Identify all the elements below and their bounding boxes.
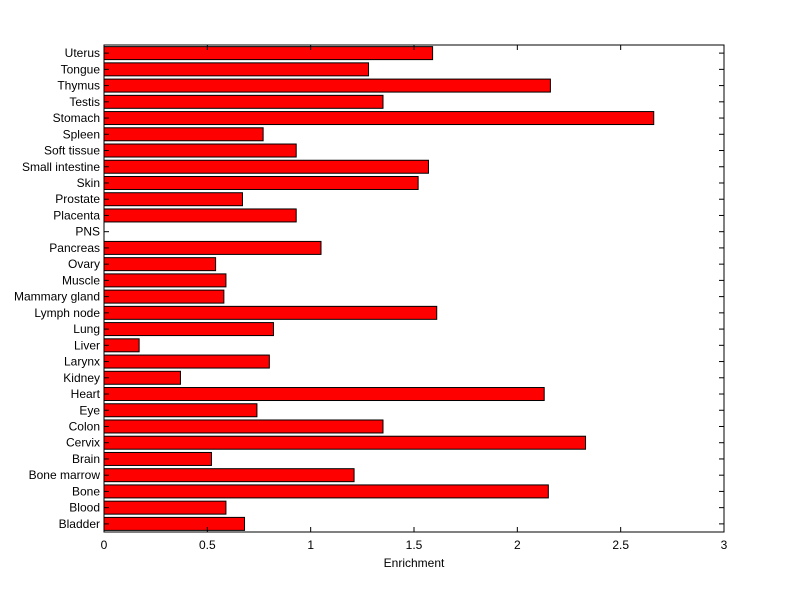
y-tick-label: Kidney — [63, 371, 100, 385]
y-tick-label: Blood — [69, 501, 100, 515]
y-tick-label: Thymus — [57, 79, 100, 93]
bar-stomach — [103, 111, 655, 126]
x-tick-label: 2 — [514, 538, 521, 552]
bar-bone — [103, 484, 549, 499]
y-tick-label: Muscle — [62, 273, 100, 287]
bar-bladder — [103, 516, 246, 531]
y-tick-label: Lymph node — [34, 306, 100, 320]
bar-placenta — [103, 208, 297, 223]
x-tick-label: 1 — [307, 538, 314, 552]
bar-skin — [103, 175, 419, 190]
y-tick-label: Eye — [79, 403, 100, 417]
x-axis-label: Enrichment — [384, 556, 445, 570]
y-tick-label: Tongue — [61, 62, 101, 76]
bar-colon — [103, 419, 384, 434]
x-tick-label: 3 — [721, 538, 728, 552]
y-ticks-group: Bladder Blood Bone Bone marrow Brain Cervix Co… — [14, 46, 724, 531]
y-tick-label: Brain — [72, 452, 100, 466]
bar-blood — [103, 500, 227, 515]
bar-thymus — [103, 78, 551, 93]
bar-larynx — [103, 354, 270, 369]
x-tick-label: 0.5 — [199, 538, 216, 552]
x-tick-label: 2.5 — [612, 538, 629, 552]
bar-brain — [103, 451, 212, 466]
y-tick-label: Prostate — [55, 192, 100, 206]
bar-heart — [103, 387, 545, 402]
y-tick-label: Lung — [73, 322, 100, 336]
bar-tongue — [103, 62, 370, 77]
y-tick-label: Colon — [69, 419, 100, 433]
x-ticks-group: 0 0.5 1 1.5 2 2.5 3 — [101, 45, 728, 552]
bar-ovary — [103, 257, 217, 272]
y-tick-label: Soft tissue — [44, 144, 100, 158]
bar-pancreas — [103, 240, 322, 255]
y-tick-label: Liver — [74, 338, 100, 352]
y-tick-label: Uterus — [65, 46, 100, 60]
y-tick-label: Placenta — [53, 208, 100, 222]
bar-prostate — [103, 192, 243, 207]
y-tick-label: Bone marrow — [29, 468, 101, 482]
bar-eye — [103, 403, 258, 418]
bar-small-intestine — [103, 159, 429, 174]
y-tick-label: Cervix — [66, 436, 100, 450]
bar-muscle — [103, 273, 227, 288]
bar-cervix — [103, 435, 587, 450]
bars-group — [103, 46, 655, 531]
y-tick-label: Pancreas — [49, 241, 100, 255]
y-tick-label: Small intestine — [22, 160, 100, 174]
bar-spleen — [103, 127, 264, 142]
bar-liver — [103, 338, 140, 353]
y-tick-label: PNS — [75, 225, 100, 239]
y-tick-label: Mammary gland — [14, 290, 100, 304]
y-tick-label: Bone — [72, 484, 100, 498]
bar-lung — [103, 322, 274, 337]
x-tick-label: 0 — [101, 538, 108, 552]
bar-testis — [103, 94, 384, 109]
y-tick-label: Larynx — [64, 355, 100, 369]
y-tick-label: Stomach — [53, 111, 100, 125]
x-tick-label: 1.5 — [406, 538, 423, 552]
y-tick-label: Ovary — [68, 257, 100, 271]
y-tick-label: Heart — [71, 387, 101, 401]
bar-mammary-gland — [103, 289, 225, 304]
y-tick-label: Spleen — [63, 127, 100, 141]
bar-bone-marrow — [103, 468, 355, 483]
y-tick-label: Skin — [77, 176, 100, 190]
bar-uterus — [103, 46, 434, 61]
bar-soft-tissue — [103, 143, 297, 158]
bar-kidney — [103, 370, 181, 385]
y-tick-label: Testis — [69, 95, 100, 109]
y-tick-label: Bladder — [59, 517, 100, 531]
bar-lymph-node — [103, 305, 438, 320]
